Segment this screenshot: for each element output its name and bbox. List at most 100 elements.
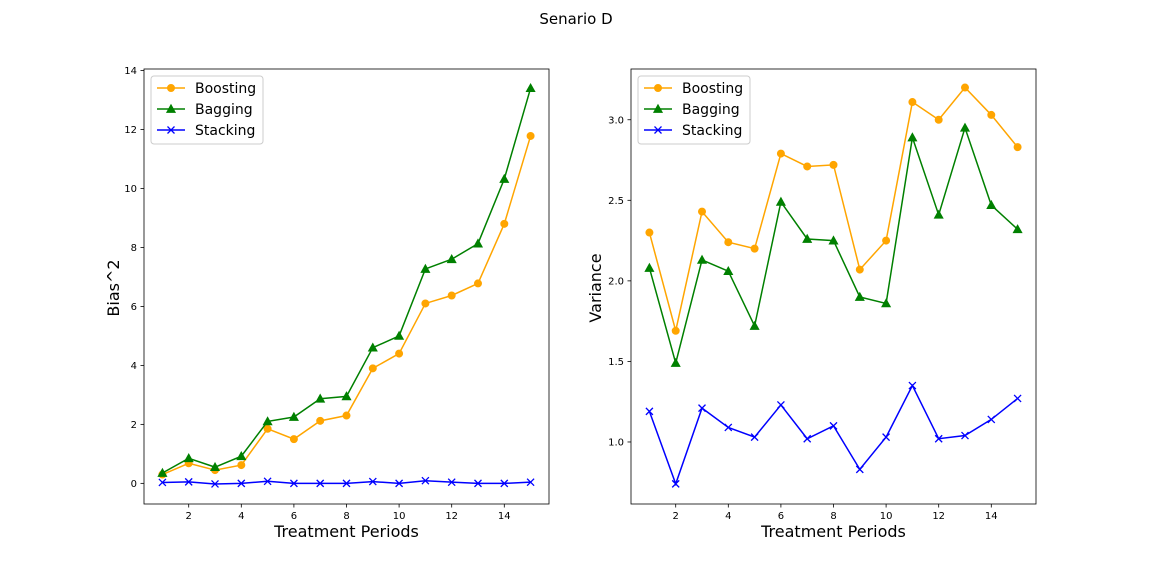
variance-chart-bagging-point: [644, 262, 655, 272]
bias-chart-legend-label: Boosting: [195, 81, 256, 97]
variance-chart-bagging-point: [749, 320, 760, 330]
bias-chart-xtick-label: 12: [445, 511, 458, 522]
variance-chart-boosting-point: [829, 160, 838, 169]
bias-chart-bagging-point: [341, 391, 352, 401]
variance-chart-ytick-label: 1.5: [608, 357, 624, 368]
bias-chart-stacking-point: [526, 478, 535, 487]
variance-chart-stacking-point: [987, 415, 996, 424]
variance-chart-bagging-point: [775, 196, 786, 206]
variance-chart-ylabel: Variance: [586, 253, 605, 322]
variance-chart-boosting-point: [724, 238, 733, 247]
bias-chart-boosting-point: [316, 416, 325, 425]
variance-chart-stacking-point: [750, 433, 759, 442]
bias-chart-bagging-point: [367, 342, 378, 352]
variance-chart-xtick-label: 2: [673, 511, 679, 522]
variance-chart-xtick-label: 12: [932, 511, 945, 522]
bias-chart-stacking-point: [184, 477, 193, 486]
variance-chart-stacking-point: [776, 400, 785, 409]
bias-chart-ylabel: Bias^2: [104, 259, 123, 316]
bias-chart-xtick-label: 14: [498, 511, 511, 522]
bias-chart-boosting-point: [289, 435, 298, 444]
variance-chart-bagging-point: [670, 357, 681, 367]
bias-chart-stacking-point: [474, 479, 482, 488]
bias-chart-bagging-point: [499, 173, 510, 183]
variance-chart-boosting-point: [776, 149, 785, 158]
bias-chart-boosting-point: [263, 424, 272, 433]
variance-chart-bagging-point: [959, 122, 971, 132]
variance-chart-legend-label: Bagging: [682, 102, 740, 118]
bias-chart-ytick-label: 8: [131, 243, 137, 254]
bias-chart-legend: Boosting Bagging Stacking: [150, 75, 264, 145]
bias-chart-ytick-label: 2: [131, 420, 137, 431]
bias-chart-stacking-point: [395, 479, 404, 488]
bias-chart-xtick-label: 10: [393, 511, 406, 522]
bias-chart-bagging-point: [183, 453, 194, 463]
bias-chart-ytick-label: 10: [124, 184, 137, 195]
variance-chart-xtick-label: 10: [880, 511, 893, 522]
bias-chart-boosting-point: [237, 461, 246, 470]
variance-chart-stacking-point: [855, 465, 864, 474]
bias-chart-ytick-label: 14: [124, 66, 137, 77]
variance-chart-boosting-point: [671, 326, 680, 335]
variance-chart-stacking-point: [934, 434, 943, 443]
bias-chart-stacking-point: [447, 478, 456, 487]
variance-chart-bagging-point: [881, 298, 892, 308]
variance-chart-bagging-point: [933, 209, 944, 219]
bias-chart-series-stacking: [158, 476, 535, 488]
bias-chart-stacking-point: [263, 477, 272, 486]
variance-chart-bagging-point: [986, 199, 997, 209]
bias-chart-bagging-point: [525, 82, 536, 93]
bias-chart-boosting-point: [421, 299, 430, 308]
bias-chart-bagging-point: [288, 411, 299, 421]
variance-chart-bagging-point: [1012, 224, 1023, 234]
variance-chart-stacking-point: [698, 404, 706, 413]
variance-chart-series-stacking: [645, 381, 1022, 488]
variance-chart-stacking-point: [829, 421, 838, 430]
bias-chart-legend-marker: [165, 103, 177, 113]
variance-chart-boosting-point: [987, 110, 996, 119]
variance-chart-legend-label: Boosting: [682, 81, 743, 97]
bias-chart-ytick-label: 12: [124, 125, 137, 136]
variance-chart-xlabel: Treatment Periods: [760, 522, 906, 541]
variance-chart-boosting-point: [1013, 143, 1022, 152]
bias-chart-bagging-point: [236, 450, 247, 461]
variance-chart-stacking-point: [882, 433, 891, 442]
bias-chart-boosting-point: [447, 291, 456, 300]
bias-chart-legend-box: [150, 75, 264, 145]
figure-title: Senario D: [539, 10, 612, 28]
variance-chart-bagging-point: [828, 235, 839, 245]
variance-chart-boosting-point: [855, 265, 864, 274]
bias-chart-ytick-label: 0: [131, 479, 137, 490]
bias-chart-xlabel: Treatment Periods: [273, 522, 419, 541]
variance-chart-stacking-point: [1013, 394, 1022, 403]
bias-chart-stacking-point: [316, 479, 325, 488]
variance-chart-legend-marker: [654, 84, 662, 92]
variance-chart-bagging-point: [907, 132, 918, 142]
variance-chart-stacking-point: [908, 381, 917, 390]
variance-chart-boosting-point: [698, 207, 707, 216]
variance-chart-stacking-point: [645, 407, 654, 416]
variance-chart-boosting-point: [882, 236, 891, 245]
variance-chart-xtick-label: 8: [830, 511, 836, 522]
variance-chart-ytick-label: 3.0: [608, 115, 624, 126]
variance-chart-ytick-label: 2.5: [608, 196, 624, 207]
bias-chart-legend-marker: [167, 84, 175, 92]
bias-chart-stacking-point: [500, 479, 509, 488]
bias-chart-boosting-point: [342, 411, 351, 420]
bias-chart-xtick-label: 6: [291, 511, 297, 522]
variance-chart-xtick-label: 6: [778, 511, 784, 522]
variance-chart-xtick-label: 4: [725, 511, 731, 522]
bias-chart-xtick-label: 8: [343, 511, 349, 522]
bias-chart-xtick-label: 4: [238, 511, 244, 522]
bias-chart-stacking-point: [158, 478, 167, 487]
variance-chart-ytick-label: 2.0: [608, 276, 624, 287]
bias-chart-boosting-point: [395, 349, 404, 358]
bias-chart-ytick-label: 6: [131, 302, 137, 313]
variance-chart-legend-marker: [652, 103, 664, 113]
variance-chart-boosting-point: [934, 115, 943, 124]
variance-chart-stacking-point: [803, 434, 812, 443]
bias-chart-bagging-point: [315, 393, 326, 403]
bias-chart-bagging-point: [157, 467, 168, 477]
variance-chart-stacking-point: [724, 423, 733, 432]
bias-chart-stacking-point: [368, 477, 377, 486]
